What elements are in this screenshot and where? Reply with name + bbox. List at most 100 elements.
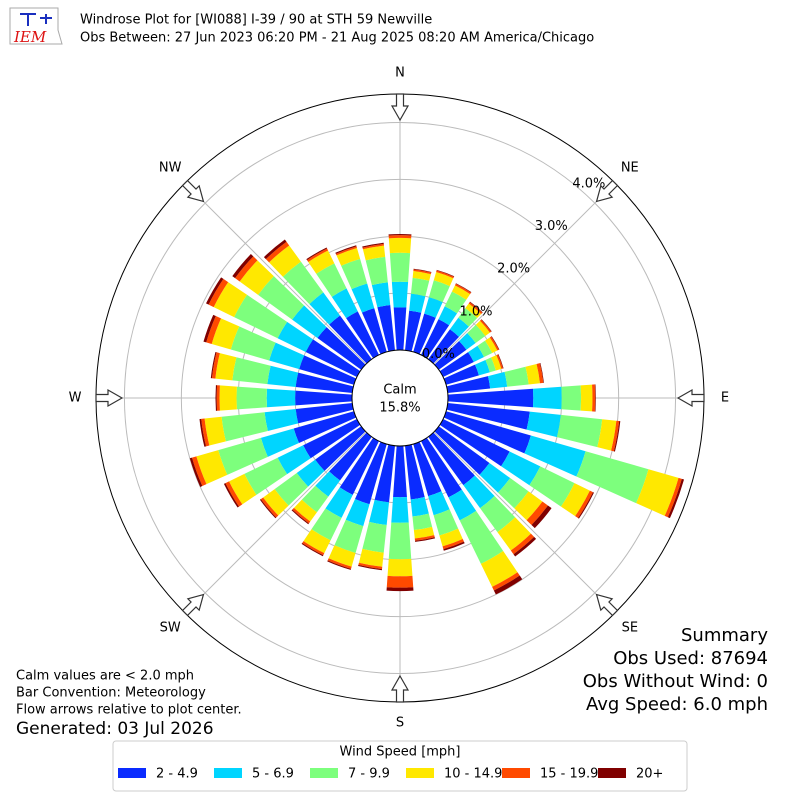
bar-segment: [199, 418, 207, 447]
bar-segment: [467, 324, 486, 344]
bar-segment: [475, 359, 490, 376]
grid-spoke: [433, 431, 616, 614]
bar-segment: [597, 419, 617, 451]
bar-segment: [485, 337, 498, 354]
bar-segment: [204, 416, 226, 446]
bar-segment: [230, 326, 276, 361]
note: Calm values are < 2.0 mph: [16, 669, 194, 684]
bar-segment: [412, 513, 433, 531]
bar-segment: [510, 533, 535, 555]
bar-segment: [561, 483, 590, 517]
bar-segment: [412, 271, 431, 281]
chart-subtitle: Obs Between: 27 Jun 2023 06:20 PM - 21 A…: [80, 31, 594, 46]
bar-segment: [218, 437, 268, 475]
bar-segment: [215, 385, 218, 411]
flow-arrow: [181, 593, 205, 617]
bar-segment: [221, 412, 268, 442]
bar-segment: [303, 529, 331, 554]
bar-segment: [447, 388, 534, 408]
bar-segment: [451, 285, 471, 300]
bar-segment: [469, 301, 483, 313]
bar-segment: [455, 283, 472, 293]
bar-segment: [266, 388, 296, 408]
bar-segment: [213, 282, 248, 318]
legend: 2 - 4.9 5 - 6.9 7 - 9.9 10 - 14.9 15 - 19.9 2…: [118, 767, 663, 782]
compass-label: E: [721, 391, 729, 406]
bar-segment: [327, 558, 352, 569]
bar-segment: [413, 269, 432, 275]
bar-segment: [433, 272, 454, 287]
bar-segment: [386, 575, 414, 588]
legend-swatch: [598, 768, 626, 778]
bar-segment: [485, 357, 496, 373]
bar-segment: [576, 451, 649, 504]
bar-segment: [277, 445, 311, 475]
bar-segment: [531, 505, 552, 529]
bar-segment: [374, 444, 395, 503]
bar-segment: [428, 491, 450, 516]
bar-segment: [449, 317, 469, 337]
bar-segment: [335, 246, 357, 256]
bar-segment: [413, 268, 432, 273]
bar-segment: [355, 441, 387, 505]
bar-segment: [232, 254, 254, 279]
flow-arrow: [181, 179, 205, 203]
bar-segment: [501, 451, 541, 486]
bar-segment: [405, 310, 422, 352]
bar-segment: [215, 353, 237, 381]
bar-segment: [409, 293, 426, 313]
grid-spoke: [184, 431, 367, 614]
bar-segment: [439, 419, 510, 467]
bar-segment: [293, 411, 357, 443]
compass-label: N: [395, 66, 405, 81]
bar-segment: [497, 354, 504, 369]
bar-segment: [223, 483, 239, 508]
bar-segment: [388, 237, 412, 254]
bar-segment: [477, 340, 493, 358]
bar-segment: [533, 386, 562, 410]
summary-title: Summary: [681, 625, 768, 646]
bar-segment: [274, 473, 309, 506]
compass-label: S: [396, 716, 404, 731]
bar-segment: [577, 492, 594, 519]
bar-segment: [211, 318, 240, 350]
bar-segment: [524, 435, 586, 477]
bar-segment: [481, 319, 492, 332]
bar-segment: [269, 245, 301, 277]
bar-segment: [219, 385, 237, 411]
bar-segment: [365, 256, 388, 286]
bar-segment: [459, 510, 504, 564]
bar-segment: [513, 536, 537, 557]
bar-segment: [386, 587, 414, 592]
bar-segment: [536, 363, 544, 384]
r-tick-label: 2.0%: [497, 262, 530, 277]
bar-segment: [491, 355, 502, 371]
bar-segment: [491, 336, 500, 350]
summary-line: Avg Speed: 6.0 mph: [586, 694, 768, 715]
compass-label: NE: [621, 161, 639, 176]
bar-segment: [496, 354, 504, 369]
note: Flow arrows relative to plot center.: [16, 703, 242, 718]
bar-segment: [225, 481, 243, 507]
bar-segment: [282, 261, 324, 305]
bar-segment: [415, 537, 436, 542]
legend-label: 7 - 9.9: [348, 767, 390, 782]
bar-segment: [341, 258, 368, 290]
bar-segment: [492, 572, 520, 591]
bar-segment: [443, 364, 479, 385]
flow-arrow: [390, 93, 410, 122]
bar-segment: [413, 441, 442, 497]
legend-label: 10 - 14.9: [444, 767, 502, 782]
bar-segment: [203, 314, 216, 343]
bar-segment: [327, 560, 352, 570]
legend-swatch: [406, 768, 434, 778]
bar-segment: [636, 469, 679, 516]
legend-box: [112, 740, 688, 792]
bar-segment: [443, 411, 531, 454]
bar-segment: [263, 489, 289, 516]
bar-segment: [306, 247, 328, 261]
bar-segment: [235, 256, 258, 282]
bar-segment: [291, 509, 309, 525]
bar-segment: [424, 297, 443, 318]
